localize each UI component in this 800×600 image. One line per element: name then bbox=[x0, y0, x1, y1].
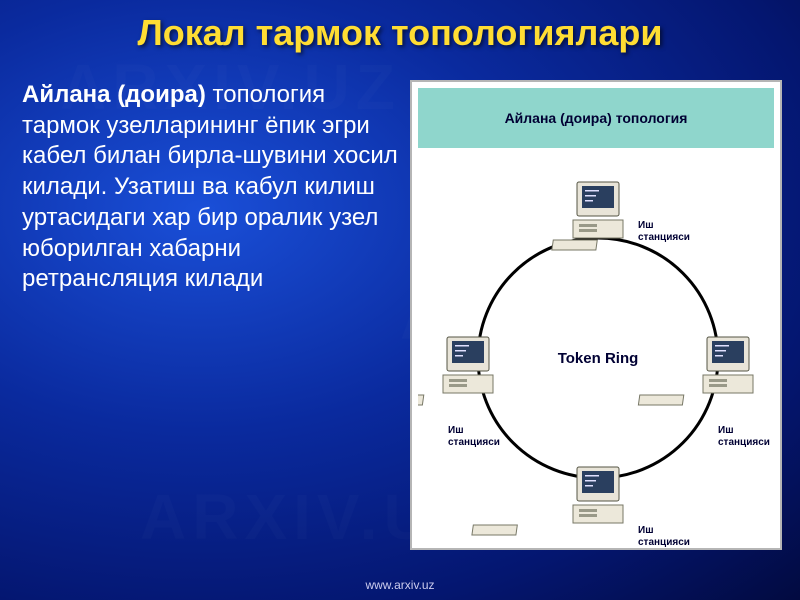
footer-link: www.arxiv.uz bbox=[0, 578, 800, 592]
diagram-header: Айлана (доира) топология bbox=[418, 88, 774, 148]
svg-text:Token Ring: Token Ring bbox=[558, 350, 639, 367]
svg-text:Иш: Иш bbox=[638, 220, 654, 231]
svg-text:Иш: Иш bbox=[448, 425, 464, 436]
svg-text:станцияси: станцияси bbox=[718, 437, 770, 448]
body-rest: топология тармок узелларининг ёпик эгри … bbox=[22, 81, 398, 292]
svg-text:станцияси: станцияси bbox=[448, 437, 500, 448]
diagram-inner: Айлана (доира) топология Token RingИшста… bbox=[418, 88, 774, 542]
ring-svg: Token RingИшстанциясиИшстанциясиИшстанци… bbox=[418, 148, 778, 548]
slide-body-text: Айлана (доира) топология тармок узеллари… bbox=[22, 80, 402, 295]
topology-diagram: Айлана (доира) топология Token RingИшста… bbox=[410, 80, 782, 550]
diagram-ring-area: Token RingИшстанциясиИшстанциясиИшстанци… bbox=[418, 148, 774, 542]
svg-text:Иш: Иш bbox=[718, 425, 734, 436]
body-lead: Айлана (доира) bbox=[22, 81, 206, 108]
slide-title: Локал тармок топологиялари bbox=[0, 12, 800, 54]
svg-text:станцияси: станцияси bbox=[638, 537, 690, 548]
svg-text:Иш: Иш bbox=[638, 525, 654, 536]
svg-text:станцияси: станцияси bbox=[638, 232, 690, 243]
